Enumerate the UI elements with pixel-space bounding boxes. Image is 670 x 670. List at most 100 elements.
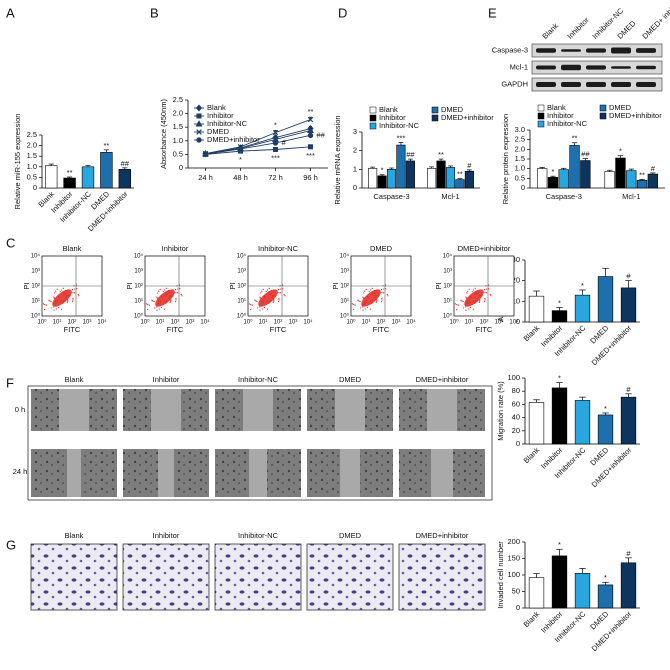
event-dot xyxy=(259,309,261,311)
y-tick-label: 0 xyxy=(33,183,37,192)
event-dot xyxy=(57,306,60,309)
event-dot xyxy=(364,308,366,310)
wound-gap xyxy=(158,449,174,497)
event-dot xyxy=(174,289,177,291)
y-tick-label: 10⁴ xyxy=(31,253,41,260)
event-dot xyxy=(50,300,52,303)
event-dot xyxy=(484,299,486,301)
y-tick-label: 60 xyxy=(512,399,520,408)
y-tick-label: 100 xyxy=(507,570,520,579)
event-dot xyxy=(174,300,177,303)
bar xyxy=(597,276,614,323)
event-dot xyxy=(45,304,47,306)
band xyxy=(586,48,606,53)
bar xyxy=(536,168,548,189)
bar xyxy=(574,573,591,609)
y-tick-label: 10⁴ xyxy=(237,253,247,260)
x-tick-label: 10¹ xyxy=(465,320,474,326)
image-title: Inhibitor xyxy=(153,375,180,384)
bar xyxy=(626,170,637,189)
event-dot xyxy=(277,300,280,303)
event-dot xyxy=(472,289,475,291)
significance: *** xyxy=(271,153,280,162)
bar xyxy=(580,160,591,189)
event-dot xyxy=(278,298,280,300)
x-tick-label: 10⁰ xyxy=(243,319,253,326)
bar xyxy=(368,168,378,189)
y-axis-label: PI xyxy=(125,282,134,289)
bar xyxy=(81,166,95,189)
y-tick-label: 10⁴ xyxy=(340,253,350,260)
significance: * xyxy=(558,299,561,308)
legend-swatch xyxy=(369,114,377,122)
event-dot xyxy=(259,297,261,299)
legend-label: DMED xyxy=(441,105,464,114)
significance: ** xyxy=(639,170,645,179)
event-dot xyxy=(176,292,179,294)
wound-gap xyxy=(59,389,89,431)
marker xyxy=(272,129,279,136)
micrograph xyxy=(306,543,394,611)
bar xyxy=(615,157,626,189)
marker xyxy=(307,116,314,123)
event-dot xyxy=(371,287,373,289)
bar xyxy=(445,167,456,189)
y-tick-label: 0 xyxy=(516,603,520,612)
image-title: DMED+inhibitor xyxy=(416,375,469,384)
panel-label: E xyxy=(488,5,497,20)
x-axis-label: FITC xyxy=(476,325,493,334)
event-dot xyxy=(380,289,383,291)
event-dot xyxy=(59,290,61,293)
line xyxy=(205,146,311,155)
bar xyxy=(551,555,568,609)
legend-swatch xyxy=(431,114,439,122)
band xyxy=(611,82,631,87)
x-tick-label: 10¹ xyxy=(53,320,62,326)
event-dot xyxy=(456,308,458,311)
y-tick-label: 0 xyxy=(516,317,520,326)
band xyxy=(636,82,656,87)
event-dot xyxy=(145,303,148,305)
y-axis-label: PI xyxy=(434,282,443,289)
event-dot xyxy=(156,306,158,308)
event-dot xyxy=(153,307,156,309)
x-tick-label: 10² xyxy=(171,320,180,326)
y-tick-label: 1.5 xyxy=(27,151,37,160)
image-title: Blank xyxy=(65,531,84,540)
significance: # xyxy=(467,161,472,170)
plot-title: Inhibitor xyxy=(162,244,189,253)
legend-label: Blank xyxy=(547,103,566,112)
y-axis-label: PI xyxy=(228,282,237,289)
y-tick-label: 20 xyxy=(512,276,520,285)
legend-label: DMED+inhibitor xyxy=(441,113,494,122)
band xyxy=(561,82,581,87)
event-dot xyxy=(369,289,372,291)
event-dot xyxy=(67,300,69,302)
marker xyxy=(237,146,244,152)
event-dot xyxy=(73,292,76,294)
event-dot xyxy=(467,290,469,292)
y-tick-label: 1.0 xyxy=(27,162,37,171)
legend-swatch xyxy=(369,106,377,114)
event-dot xyxy=(175,299,177,301)
y-tick-label: 10¹ xyxy=(340,299,349,305)
y-tick-label: 50 xyxy=(512,586,520,595)
x-tick-label: 10³ xyxy=(392,320,401,326)
event-cluster xyxy=(464,289,484,307)
event-dot xyxy=(72,292,74,294)
y-tick-label: 0 xyxy=(521,183,525,192)
y-tick-label: 100 xyxy=(507,373,520,382)
marker xyxy=(273,147,278,153)
event-dot xyxy=(55,290,57,292)
legend-label: DMED xyxy=(609,103,632,112)
event-dot xyxy=(175,298,177,300)
y-tick-label: 10⁰ xyxy=(134,313,144,320)
y-tick-label: 1.0 xyxy=(173,136,183,145)
significance: *** xyxy=(306,151,315,160)
band xyxy=(611,47,631,54)
event-cluster xyxy=(361,289,381,307)
x-tick-label: 10² xyxy=(480,320,489,326)
event-dot xyxy=(49,300,51,302)
lane-label: Blank xyxy=(540,21,560,41)
image-title: Inhibitor xyxy=(153,531,180,540)
